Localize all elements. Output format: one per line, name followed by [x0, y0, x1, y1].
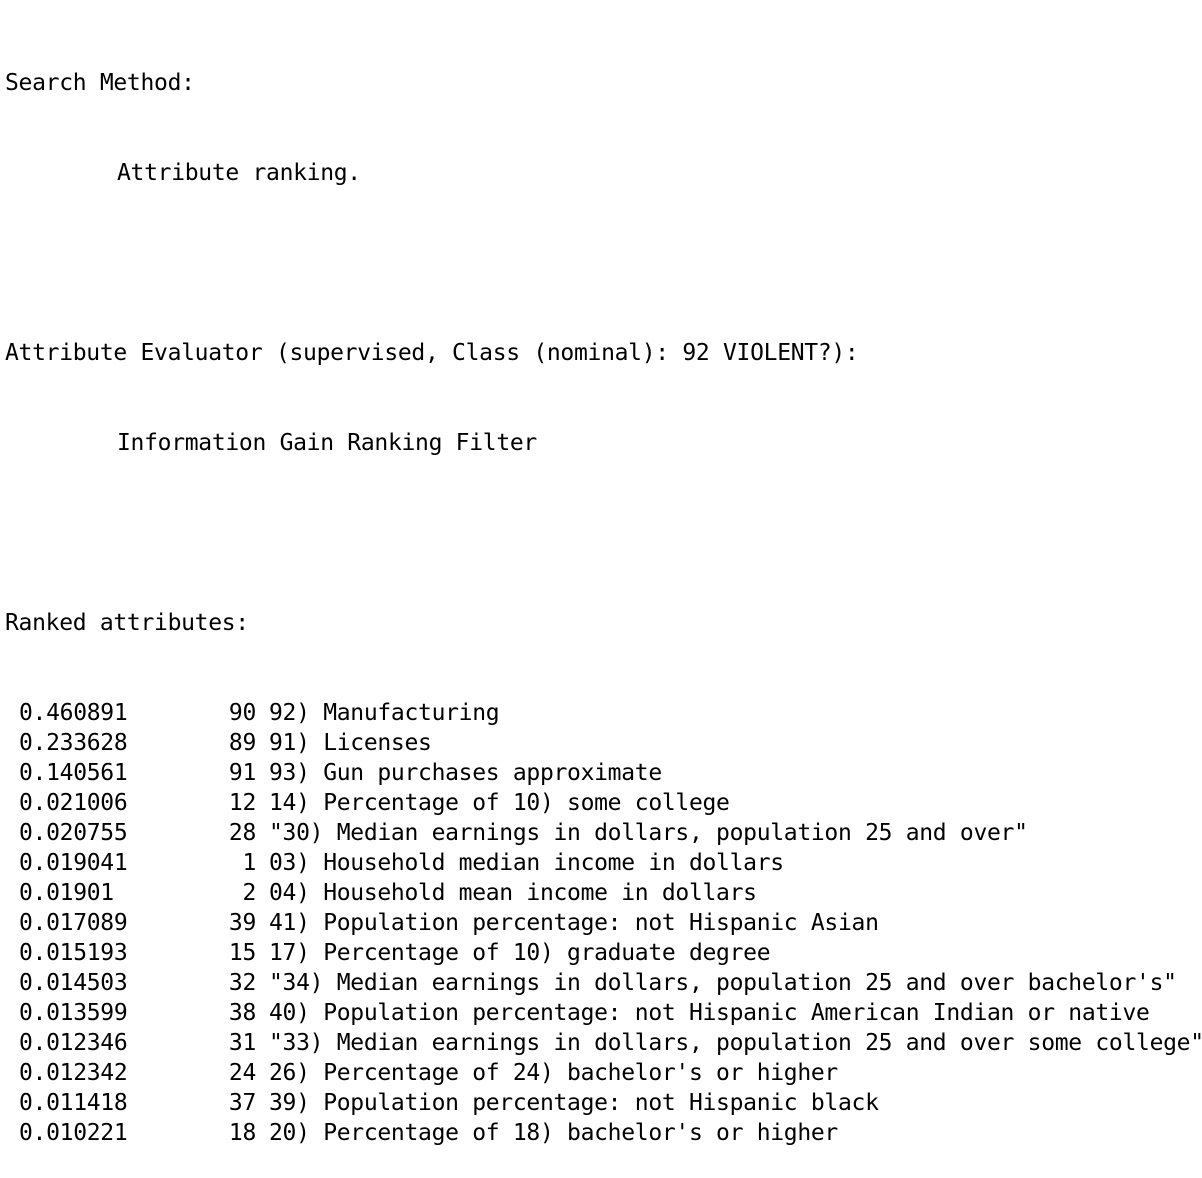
- attribute-score: 0.015193: [19, 940, 128, 966]
- attribute-name: 93) Gun purchases approximate: [269, 760, 662, 786]
- ranked-attribute-row: 0.140561 91 93) Gun purchases approximate: [5, 758, 1202, 788]
- ranked-attribute-row: 0.014503 32 "34) Median earnings in dollar…: [5, 968, 1202, 998]
- attribute-index: 37: [228, 1090, 256, 1116]
- attribute-name: "34) Median earnings in dollars, populat…: [269, 970, 1177, 996]
- attribute-index: 24: [228, 1060, 256, 1086]
- attribute-score: 0.012342: [19, 1060, 128, 1086]
- attribute-score: 0.013599: [19, 1000, 128, 1026]
- ranked-attribute-row: 0.010221 18 20) Percentage of 18) bachelor…: [5, 1118, 1202, 1148]
- ranked-attribute-row: 0.017089 39 41) Population percentage: not…: [5, 908, 1202, 938]
- attribute-name: 14) Percentage of 10) some college: [269, 790, 730, 816]
- attribute-score: 0.012346: [19, 1030, 128, 1056]
- attribute-score: 0.019041: [19, 850, 128, 876]
- classifier-output-text: Search Method: Attribute ranking. Attrib…: [5, 8, 1202, 1178]
- ranked-attribute-row: 0.012346 31 "33) Median earnings in dollar…: [5, 1028, 1202, 1058]
- blank-line: [5, 248, 1202, 278]
- attribute-index: 38: [228, 1000, 256, 1026]
- attribute-score: 0.460891: [19, 700, 128, 726]
- attribute-index: 1: [242, 850, 256, 876]
- attribute-index: 89: [228, 730, 256, 756]
- attribute-index: 32: [228, 970, 256, 996]
- attribute-score: 0.020755: [19, 820, 128, 846]
- attribute-score: 0.01901: [19, 880, 114, 906]
- ranked-attribute-row: 0.233628 89 91) Licenses: [5, 728, 1202, 758]
- attribute-name: "33) Median earnings in dollars, populat…: [269, 1030, 1202, 1056]
- evaluator-value: Information Gain Ranking Filter: [117, 430, 537, 456]
- attribute-name: "30) Median earnings in dollars, populat…: [269, 820, 1028, 846]
- evaluator-label: Attribute Evaluator (supervised, Class (…: [5, 340, 859, 366]
- search-method-value: Attribute ranking.: [117, 160, 361, 186]
- ranked-attribute-row: 0.460891 90 92) Manufacturing: [5, 698, 1202, 728]
- attribute-name: 41) Population percentage: not Hispanic …: [269, 910, 879, 936]
- attribute-name: 40) Population percentage: not Hispanic …: [269, 1000, 1150, 1026]
- ranked-attributes-label: Ranked attributes:: [5, 610, 249, 636]
- attribute-name: 03) Household median income in dollars: [269, 850, 784, 876]
- attribute-score: 0.021006: [19, 790, 128, 816]
- attribute-score: 0.140561: [19, 760, 128, 786]
- ranked-attribute-row: 0.020755 28 "30) Median earnings in dollar…: [5, 818, 1202, 848]
- ranked-attribute-row: 0.013599 38 40) Population percentage: not…: [5, 998, 1202, 1028]
- attribute-index: 28: [228, 820, 256, 846]
- attribute-index: 18: [228, 1120, 256, 1146]
- attribute-name: 20) Percentage of 18) bachelor's or high…: [269, 1120, 838, 1146]
- attribute-name: 26) Percentage of 24) bachelor's or high…: [269, 1060, 838, 1086]
- attribute-index: 12: [228, 790, 256, 816]
- ranked-attribute-row: 0.021006 12 14) Percentage of 10) some col…: [5, 788, 1202, 818]
- ranked-attribute-row: 0.015193 15 17) Percentage of 10) graduate…: [5, 938, 1202, 968]
- attribute-name: 92) Manufacturing: [269, 700, 500, 726]
- attribute-name: 39) Population percentage: not Hispanic …: [269, 1090, 879, 1116]
- ranked-attribute-row: 0.011418 37 39) Population percentage: not…: [5, 1088, 1202, 1118]
- ranked-attribute-row: 0.01901 2 04) Household mean income in dol…: [5, 878, 1202, 908]
- attribute-index: 91: [228, 760, 256, 786]
- ranked-attributes-list: 0.460891 90 92) Manufacturing 0.233628 89 91)…: [5, 698, 1202, 1148]
- attribute-score: 0.011418: [19, 1090, 128, 1116]
- attribute-name: 91) Licenses: [269, 730, 432, 756]
- ranked-attribute-row: 0.012342 24 26) Percentage of 24) bachelor…: [5, 1058, 1202, 1088]
- attribute-name: 17) Percentage of 10) graduate degree: [269, 940, 771, 966]
- blank-line: [5, 518, 1202, 548]
- attribute-index: 15: [228, 940, 256, 966]
- attribute-score: 0.017089: [19, 910, 128, 936]
- attribute-score: 0.233628: [19, 730, 128, 756]
- ranked-attribute-row: 0.019041 1 03) Household median income in …: [5, 848, 1202, 878]
- attribute-index: 2: [242, 880, 256, 906]
- attribute-index: 90: [228, 700, 256, 726]
- attribute-index: 39: [228, 910, 256, 936]
- attribute-index: 31: [228, 1030, 256, 1056]
- attribute-score: 0.010221: [19, 1120, 128, 1146]
- attribute-score: 0.014503: [19, 970, 128, 996]
- search-method-label: Search Method:: [5, 70, 195, 96]
- attribute-name: 04) Household mean income in dollars: [269, 880, 757, 906]
